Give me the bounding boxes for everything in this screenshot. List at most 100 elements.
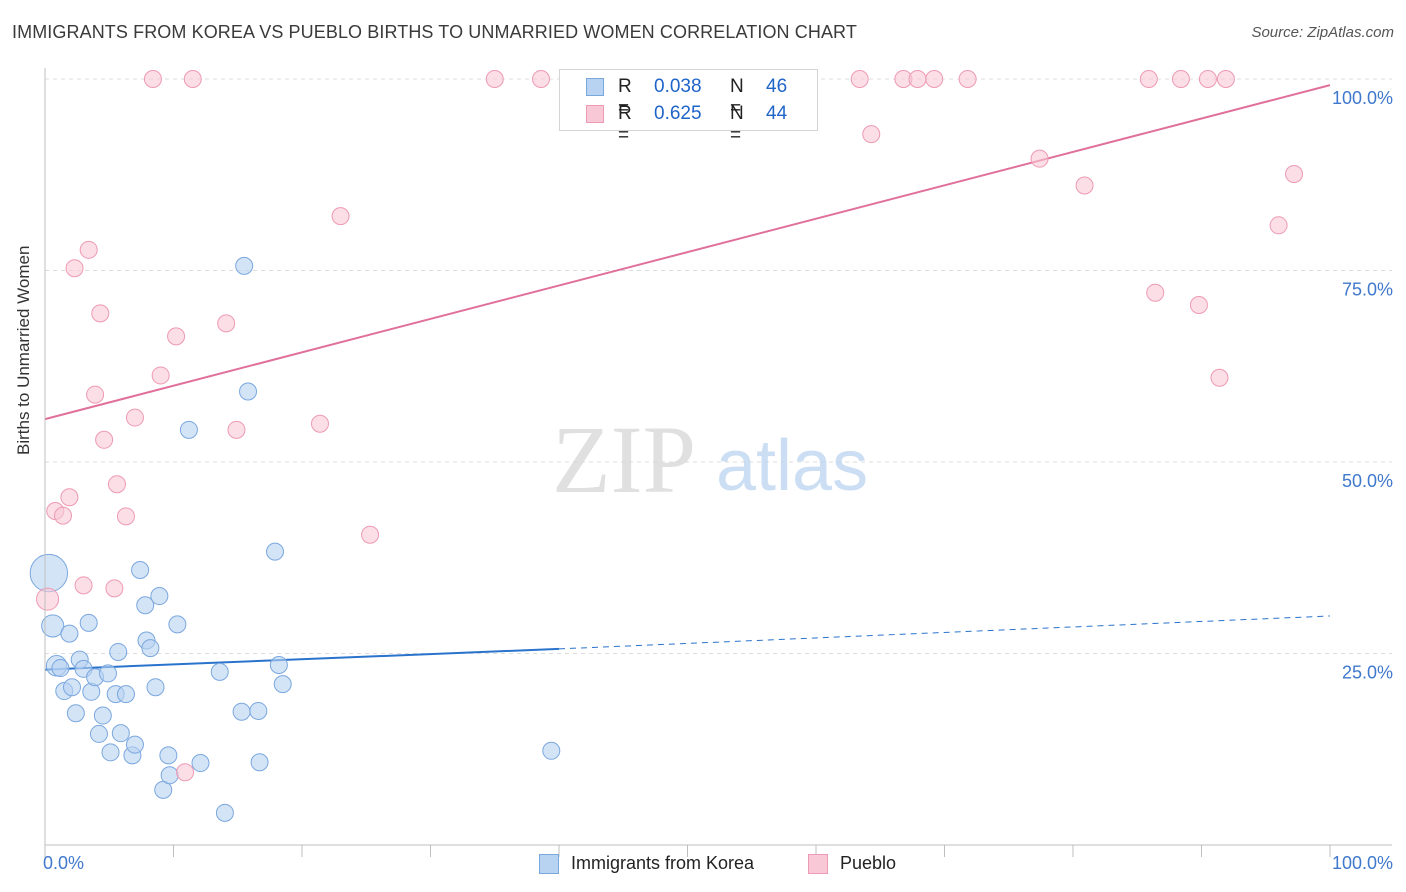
pueblo-point [908,70,927,88]
pueblo-point [65,259,84,278]
pueblo-point [167,327,186,346]
pueblo-n-label: N = [730,103,744,146]
pueblo-point [53,506,72,525]
pueblo-point [176,763,195,782]
korea-trend-line [44,647,560,671]
pueblo-point [79,240,98,259]
korea-point [542,741,561,760]
pueblo-point [925,70,944,88]
pueblo-point [217,314,236,333]
korea-point [232,702,251,721]
grid-layer [45,78,1392,654]
korea-legend-swatch [539,854,559,874]
korea-point [273,675,292,694]
pueblo-trend-line [44,84,1331,421]
korea-r-value: 0.038 [654,76,702,97]
watermark-atlas: atlas [716,426,868,506]
pueblo-point [95,430,114,449]
pueblo-point [850,70,869,88]
korea-point [62,678,81,697]
pueblo-point [105,579,124,598]
axes: 25.0% 50.0% 75.0% 100.0% 0.0% 100.0% [43,68,1393,873]
pueblo-point [1216,70,1235,88]
pueblo-point [361,525,380,544]
x-tick-label: 0.0% [43,853,84,873]
korea-point [51,659,70,678]
korea-point [146,678,165,697]
pueblo-point [1198,70,1217,88]
y-tick-label: 100.0% [1332,88,1393,108]
korea-point [98,664,117,683]
pueblo-legend-label: Pueblo [840,853,897,873]
korea-point [111,724,130,743]
korea-point [250,753,269,772]
pueblo-point [125,408,144,427]
x-tick-label: 100.0% [1332,853,1393,873]
stats-legend: R = 0.038 N = 46 R = 0.625 N = 44 [559,69,818,146]
pueblo-point [1075,176,1094,195]
pueblo-point [310,414,329,433]
pueblo-point [1269,216,1288,235]
watermark-zip: ZIP [552,406,696,513]
korea-point [116,685,135,704]
korea-point [269,655,288,674]
korea-point [131,561,150,580]
pueblo-point [116,507,135,526]
pueblo-point [958,70,977,88]
pueblo-r-label: R = [618,103,632,146]
pueblo-point [60,488,79,507]
pueblo-legend-swatch [808,854,828,874]
pueblo-n-value: 44 [766,103,788,124]
korea-point [41,614,65,638]
chart-title: IMMIGRANTS FROM KOREA VS PUEBLO BIRTHS T… [12,22,857,42]
korea-point [79,613,98,632]
pueblo-point [74,576,93,595]
korea-n-value: 46 [766,76,788,97]
watermark: ZIP atlas [552,406,868,513]
korea-point [66,704,85,723]
korea-point [191,754,210,773]
korea-point [141,639,160,658]
korea-legend-label: Immigrants from Korea [571,853,755,873]
pueblo-point [1146,283,1165,302]
korea-trend-extension [558,615,1331,650]
pueblo-point [1210,368,1229,387]
y-axis-label: Births to Unmarried Women [14,245,33,455]
korea-point [60,624,79,643]
pueblo-point [1285,164,1304,183]
pueblo-point [1030,149,1049,168]
pueblo-point [183,70,202,88]
korea-point [150,587,169,606]
korea-point [266,542,285,561]
pueblo-point [107,475,126,494]
pueblo-point [331,207,350,226]
pueblo-point [151,366,170,385]
pueblo-r-value: 0.625 [654,103,702,124]
korea-point [249,701,268,720]
trend-lines [44,84,1331,671]
pueblo-point [36,587,60,611]
korea-point [109,642,128,661]
pueblo-point [532,70,551,88]
korea-point [179,420,198,439]
korea-point [29,553,69,593]
pueblo-point [862,125,881,144]
pueblo-point [1189,295,1208,314]
pueblo-swatch [586,105,604,123]
korea-n-label: N = [730,76,744,119]
korea-point [215,803,234,822]
y-tick-label: 25.0% [1342,663,1393,683]
korea-swatch [586,78,604,96]
korea-point [93,706,112,725]
korea-point [136,596,155,615]
korea-point [235,256,254,275]
pueblo-point [1139,70,1158,88]
pueblo-point [1171,70,1190,88]
korea-point [89,724,108,743]
korea-point [168,615,187,634]
source-label: Source: ZipAtlas.com [1251,24,1394,41]
y-tick-label: 75.0% [1342,280,1393,300]
pueblo-point [143,70,162,88]
pueblo-point [91,304,110,323]
